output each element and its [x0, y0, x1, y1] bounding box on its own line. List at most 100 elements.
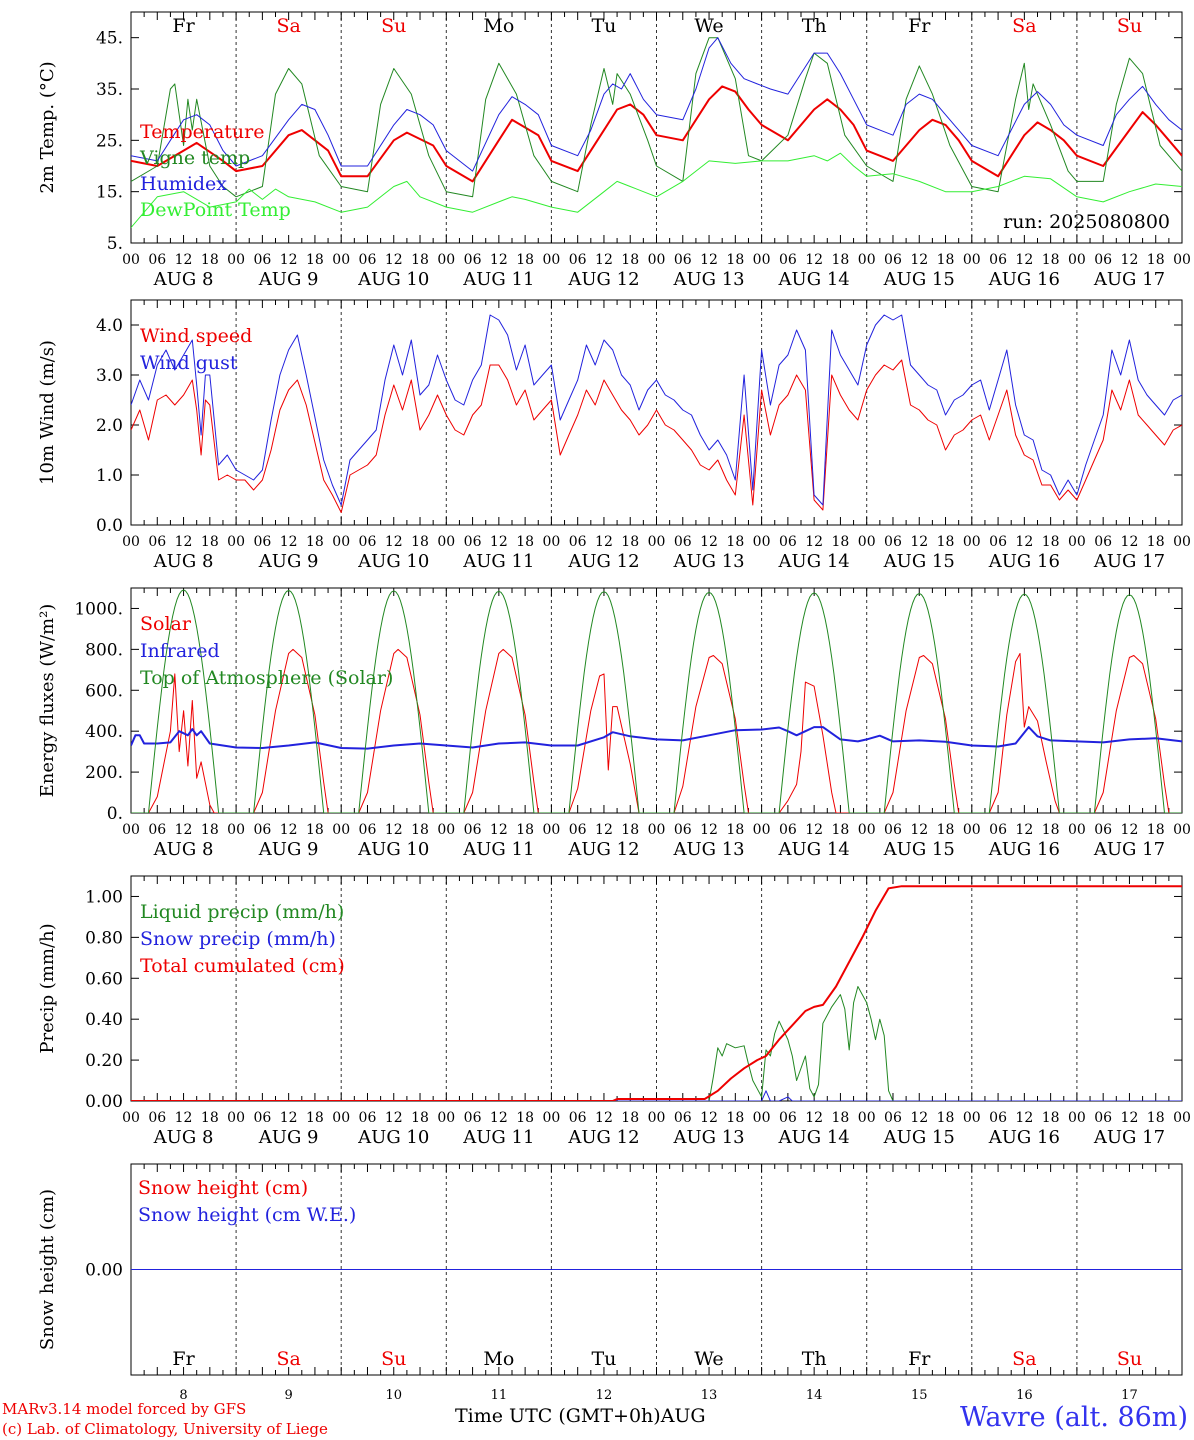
x-hour-label: 18	[832, 534, 850, 550]
x-hour-label: 06	[464, 822, 482, 838]
x-date-label: AUG 12	[567, 269, 639, 290]
x-hour-label: 00	[858, 822, 876, 838]
day-number-label: 10	[385, 1388, 402, 1403]
x-hour-label: 12	[910, 252, 928, 268]
y-tick-label: 0.40	[85, 1010, 123, 1030]
x-date-label: AUG 13	[672, 1127, 744, 1148]
x-hour-label: 00	[542, 1110, 560, 1126]
x-hour-label: 06	[674, 252, 692, 268]
x-hour-label: 12	[175, 252, 193, 268]
weekday-label: Fr	[172, 1348, 195, 1370]
x-hour-label: 12	[1015, 1110, 1033, 1126]
day-number-label: 16	[1016, 1388, 1033, 1403]
x-hour-label: 06	[253, 822, 271, 838]
day-number-label: 13	[701, 1388, 718, 1403]
x-hour-label: 06	[1094, 534, 1112, 550]
x-hour-label: 00	[227, 252, 245, 268]
x-hour-label: 12	[490, 1110, 508, 1126]
x-hour-label: 06	[989, 252, 1007, 268]
x-date-label: AUG 13	[672, 839, 744, 860]
x-date-label: AUG 11	[462, 269, 534, 290]
y-axis-label: 2m Temp. (°C)	[37, 61, 58, 193]
x-hour-label: 00	[963, 822, 981, 838]
x-date-label: AUG 14	[778, 551, 850, 572]
x-hour-label: 18	[937, 822, 955, 838]
x-hour-label: 12	[1121, 534, 1139, 550]
y-tick-label: 200.	[85, 763, 123, 783]
series-group	[131, 37, 1182, 228]
y-axis-label: 10m Wind (m/s)	[37, 340, 58, 485]
x-hour-label: 18	[516, 822, 534, 838]
x-hour-label: 06	[884, 252, 902, 268]
x-date-label: AUG 9	[258, 839, 319, 860]
y-axis-label: Precip (mm/h)	[37, 923, 58, 1053]
y-tick-label: 0.0	[96, 516, 123, 536]
x-hour-label: 06	[989, 534, 1007, 550]
series-line	[131, 589, 1182, 813]
x-hour-label: 06	[884, 534, 902, 550]
x-hour-label: 18	[937, 534, 955, 550]
x-date-label: AUG 14	[778, 1127, 850, 1148]
x-hour-label: 12	[280, 534, 298, 550]
x-hour-label: 00	[437, 1110, 455, 1126]
series-line	[131, 152, 1182, 228]
x-hour-label: 06	[569, 1110, 587, 1126]
x-hour-label: 12	[595, 822, 613, 838]
weekday-label: Sa	[1012, 15, 1036, 37]
x-hour-label: 18	[306, 822, 324, 838]
legend-entry: DewPoint Temp	[140, 199, 291, 221]
x-hour-label: 00	[227, 822, 245, 838]
x-hour-label: 12	[700, 822, 718, 838]
x-hour-label: 12	[175, 534, 193, 550]
y-tick-label: 1.00	[85, 887, 123, 907]
y-tick-label: 0.00	[85, 1092, 123, 1112]
legend-entry: Total cumulated (cm)	[140, 955, 345, 977]
x-hour-label: 18	[621, 822, 639, 838]
x-hour-label: 00	[963, 252, 981, 268]
weekday-label: We	[694, 15, 723, 37]
x-date-label: AUG 15	[883, 551, 955, 572]
x-hour-label: 18	[937, 252, 955, 268]
x-hour-label: 00	[753, 534, 771, 550]
legend-entry: Wind speed	[140, 325, 252, 347]
y-tick-label: 2.0	[96, 416, 123, 436]
x-hour-label: 12	[490, 252, 508, 268]
series-group	[131, 885, 1182, 1101]
x-hour-label: 18	[832, 1110, 850, 1126]
x-hour-label: 00	[1068, 534, 1086, 550]
x-hour-label: 18	[621, 252, 639, 268]
x-hour-label: 00	[648, 534, 666, 550]
x-hour-label: 00	[1173, 822, 1191, 838]
panel-frame	[130, 587, 1183, 814]
x-hour-label: 18	[832, 252, 850, 268]
x-hour-label: 00	[648, 252, 666, 268]
weekday-label: Tu	[591, 15, 616, 37]
y-tick-label: 45.	[96, 29, 123, 49]
x-hour-label: 12	[490, 534, 508, 550]
x-hour-label: 06	[779, 534, 797, 550]
series-group	[131, 314, 1182, 513]
x-hour-label: 12	[1121, 1110, 1139, 1126]
lab-credit: (c) Lab. of Climatology, University of L…	[2, 1420, 328, 1438]
x-hour-label: 12	[280, 1110, 298, 1126]
x-date-label: AUG 15	[883, 1127, 955, 1148]
y-axis-label: Snow height (cm)	[37, 1189, 58, 1350]
x-hour-label: 00	[437, 534, 455, 550]
x-date-label: AUG 13	[672, 551, 744, 572]
panel-2: 0.0 1.0 2.0 3.0 4.0 10m Wind (m/s) 00 06 12 18 00 0…	[37, 299, 1191, 572]
x-hour-label: 06	[1094, 1110, 1112, 1126]
x-hour-label: 06	[148, 822, 166, 838]
x-hour-label: 00	[1173, 252, 1191, 268]
y-tick-label: 15.	[96, 183, 123, 203]
x-hour-label: 06	[779, 252, 797, 268]
x-hour-label: 12	[910, 534, 928, 550]
legend-entry: Wind gust	[140, 352, 238, 374]
x-hour-label: 06	[674, 822, 692, 838]
x-hour-label: 06	[148, 252, 166, 268]
station-title: Wavre (alt. 86m)	[960, 1402, 1188, 1433]
series-group	[131, 589, 1182, 813]
x-hour-label: 18	[201, 252, 219, 268]
x-date-label: AUG 9	[258, 1127, 319, 1148]
weekday-label: Su	[381, 1348, 406, 1370]
x-hour-label: 06	[148, 1110, 166, 1126]
